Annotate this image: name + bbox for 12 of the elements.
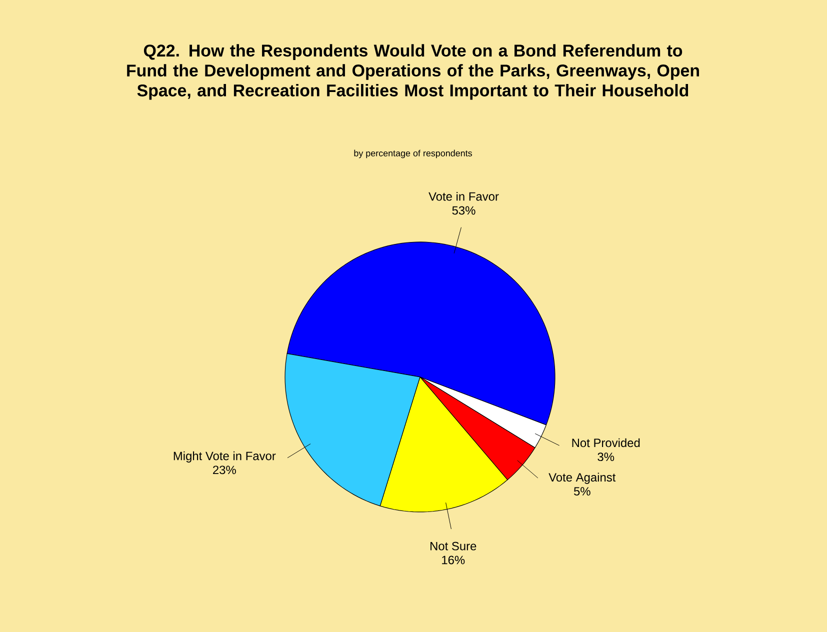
chart-title: Q22. How the Respondents Would Vote on a Bond Referendum to Fund the Development and Operations of the Parks, Greenways, Open Space, and Recreation Facilities Most Important to Their Household: [127, 44, 699, 100]
data-label: 53%: [452, 206, 476, 215]
data-label: 16%: [442, 556, 465, 564]
slice-label: Might Vote in Favor: [174, 451, 276, 463]
data-label: 5%: [574, 487, 590, 496]
slice-label: Vote in Favor: [428, 192, 499, 201]
slice-label: Vote Against: [548, 472, 616, 484]
chart-subtitle: by percentage of respondents: [354, 150, 472, 158]
data-label: 3%: [598, 452, 614, 462]
slice-label: Not Sure: [430, 542, 476, 550]
data-label: 23%: [213, 466, 236, 474]
slice-label: Not Provided: [572, 438, 640, 448]
